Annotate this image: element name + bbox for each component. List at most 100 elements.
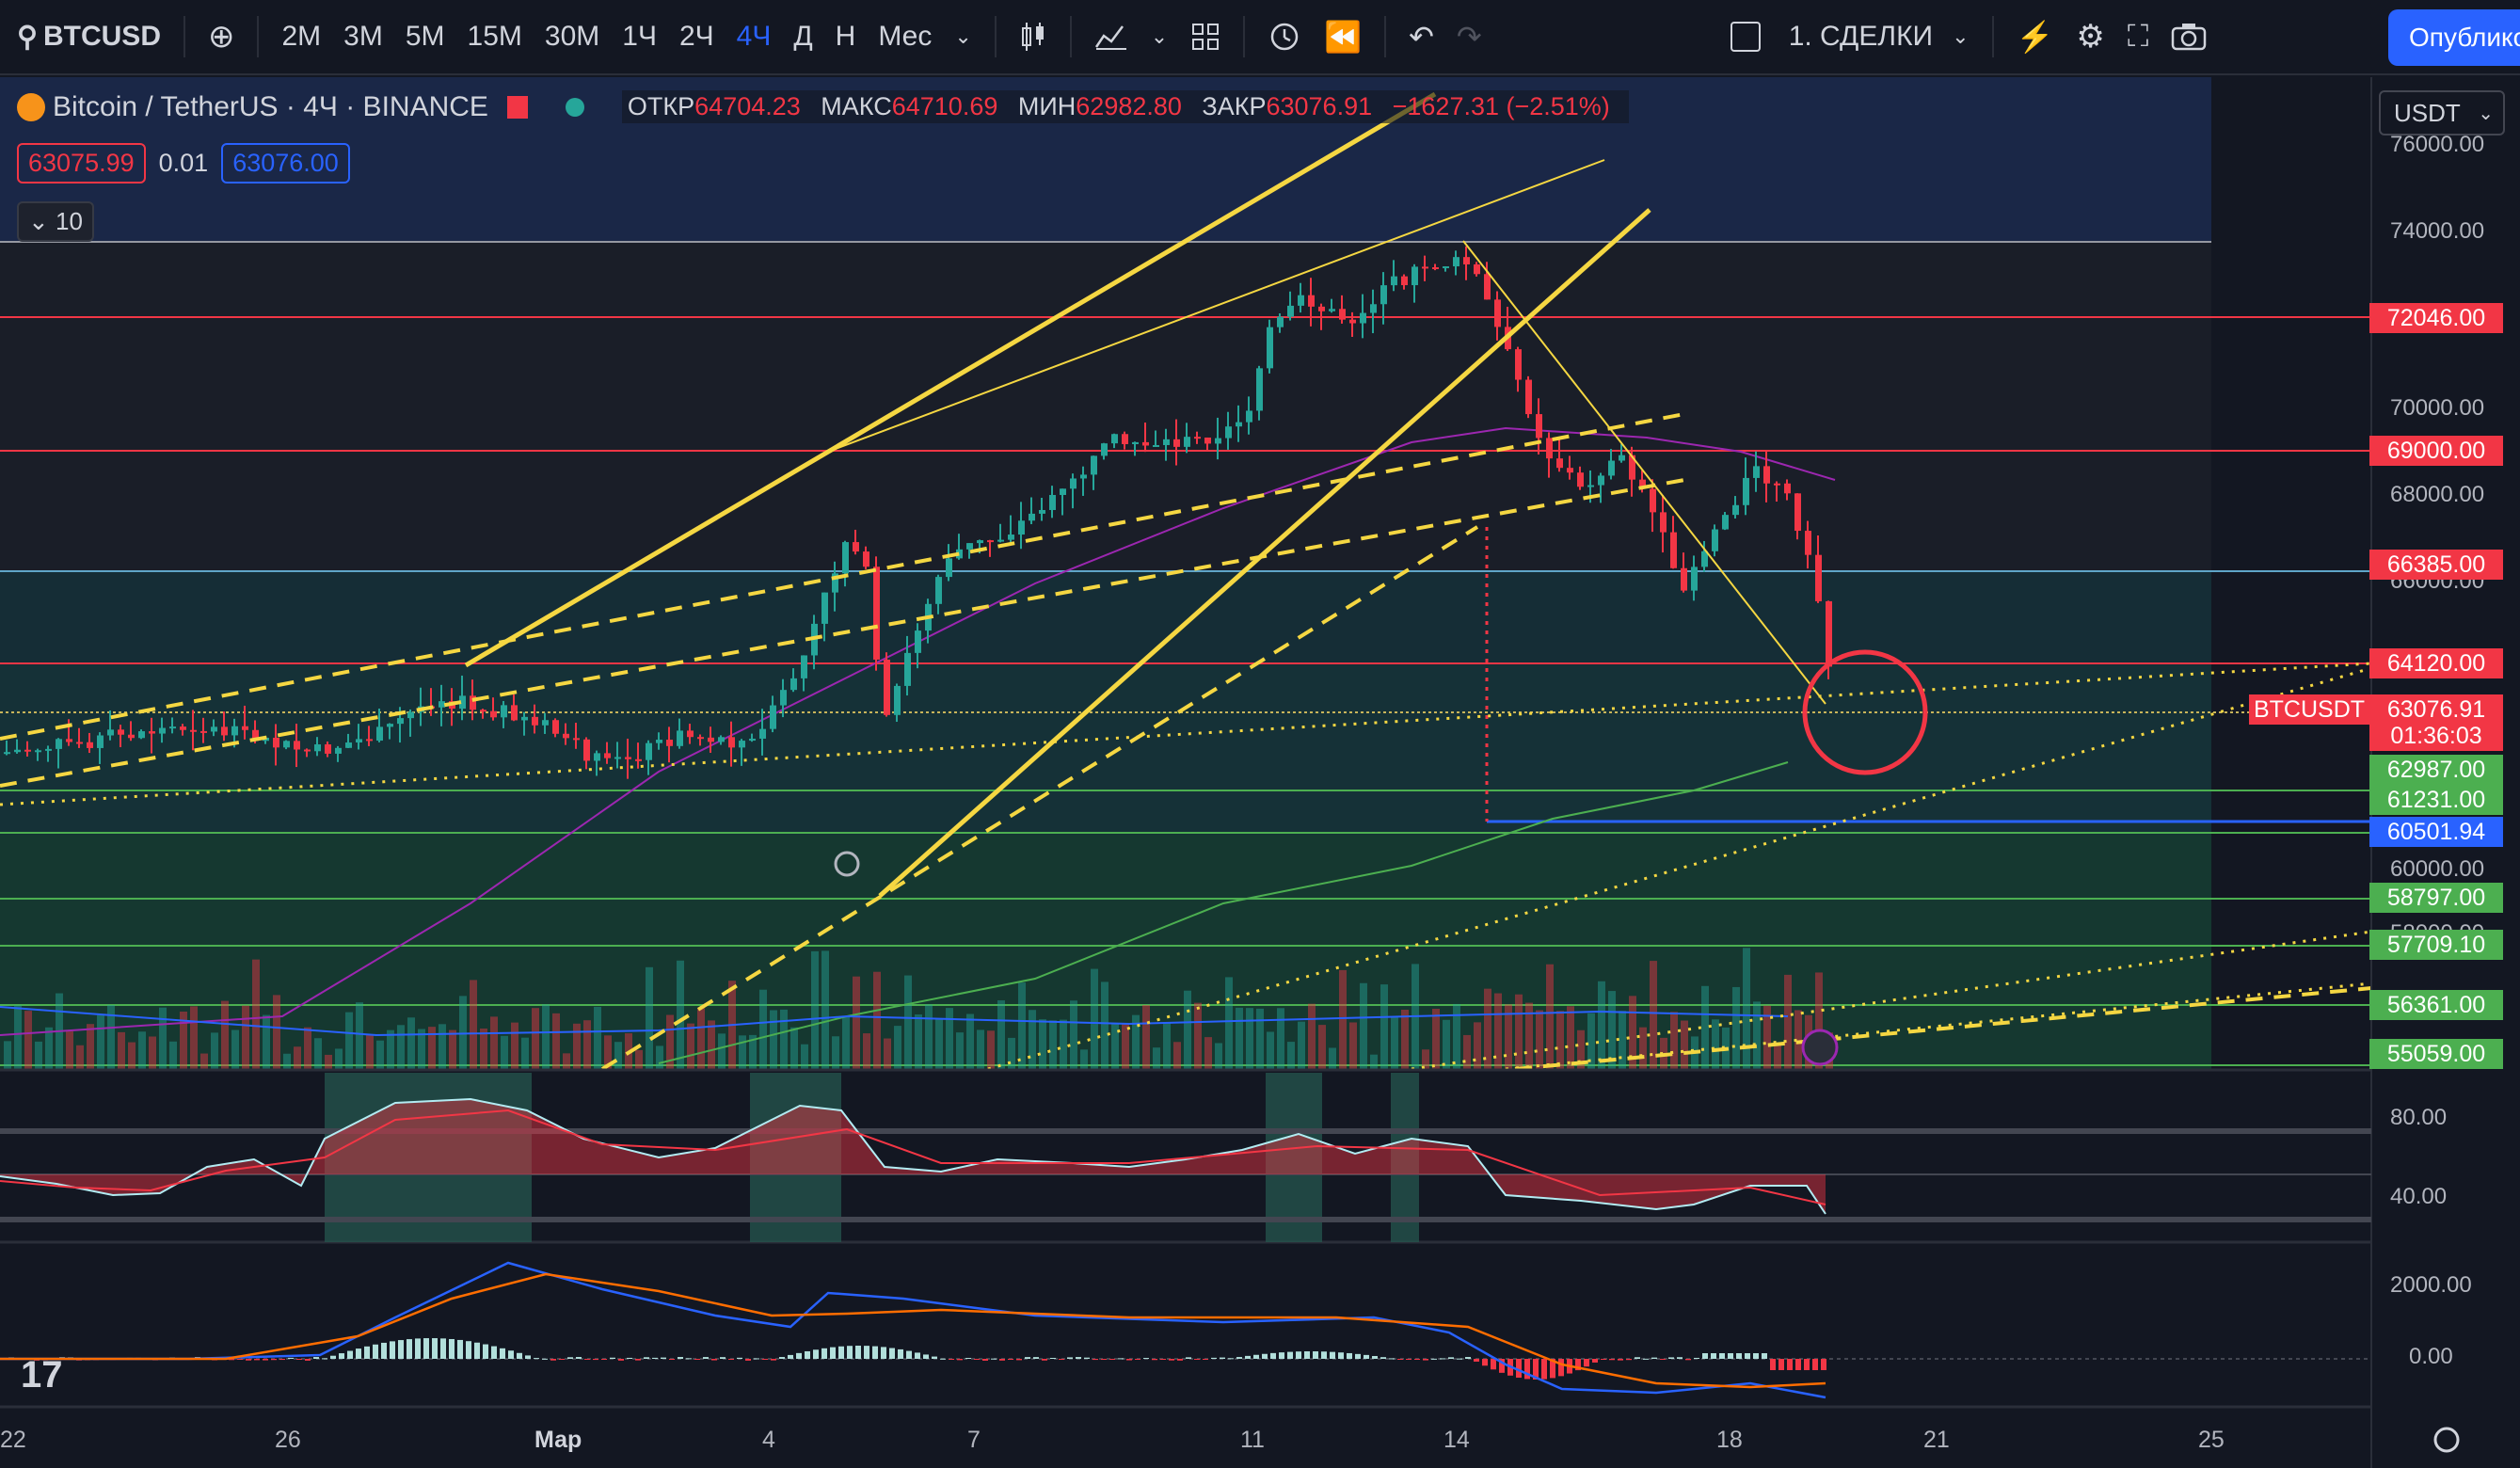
macd-bar <box>1389 1358 1395 1360</box>
grid-icon[interactable] <box>1179 8 1232 65</box>
macd-bar <box>322 1358 327 1360</box>
fullscreen-icon[interactable]: ⛶ <box>2127 19 2149 53</box>
candle-body <box>687 730 694 738</box>
interval-4h[interactable]: 4Ч <box>736 21 772 52</box>
chevron-down-icon[interactable]: ⌄ <box>1150 24 1169 48</box>
macd-bar <box>796 1352 802 1359</box>
chart-area[interactable]: 17 <box>0 75 2520 1468</box>
candle-body <box>1018 520 1025 535</box>
candle-body <box>1298 295 1304 306</box>
sell-button[interactable]: 63075.99 <box>17 143 146 184</box>
interval-2h[interactable]: 2Ч <box>678 21 714 52</box>
volume-bar <box>387 1029 394 1069</box>
interval-month[interactable]: Мес <box>878 21 933 52</box>
macd-bar <box>1380 1357 1386 1359</box>
currency-select[interactable]: USDT ⌄ <box>2379 90 2505 136</box>
axis-label: 74000.00 <box>2390 218 2485 244</box>
camera-icon[interactable] <box>2160 8 2218 65</box>
volume-bar <box>1743 948 1750 1069</box>
indicators-toggle[interactable]: ⌄ 10 <box>17 201 94 242</box>
axis-label: 68000.00 <box>2390 482 2485 507</box>
settings-icon[interactable]: ⚙ <box>2076 19 2105 55</box>
redo-icon[interactable]: ↷ <box>1456 20 1482 54</box>
buy-button[interactable]: 63076.00 <box>221 143 350 184</box>
volume-bar <box>1070 1000 1077 1069</box>
publish-button[interactable]: Опублико <box>2388 9 2520 66</box>
symbol-tag: BTCUSDT <box>2249 694 2369 725</box>
macd-bar <box>373 1344 378 1359</box>
interval-15m[interactable]: 15M <box>467 21 522 52</box>
macd-bar <box>423 1338 429 1359</box>
undo-icon[interactable]: ↶ <box>1409 20 1434 54</box>
indicators-icon[interactable] <box>1083 8 1140 65</box>
volume-bar <box>283 1053 291 1069</box>
symbol-search[interactable]: ⚲ BTCUSD <box>0 8 172 65</box>
macd-bar <box>1152 1359 1157 1361</box>
volume-bar <box>1422 1049 1429 1069</box>
macd-bar <box>1618 1359 1623 1361</box>
candle-body <box>677 730 683 746</box>
axis-label: 2000.00 <box>2390 1272 2472 1298</box>
interval-d[interactable]: Д <box>793 21 813 52</box>
candle-body <box>1080 474 1087 479</box>
candle-body <box>1184 437 1190 447</box>
candle-body <box>490 710 497 718</box>
macd-bar <box>1126 1359 1132 1361</box>
macd-bar <box>1033 1357 1039 1359</box>
interval-3m[interactable]: 3M <box>343 21 383 52</box>
alert-icon[interactable] <box>1256 8 1313 65</box>
volume-bar <box>1194 1002 1202 1069</box>
macd-bar <box>1330 1351 1335 1359</box>
volume-bar <box>1349 1022 1357 1069</box>
candle-body <box>956 549 963 559</box>
flag-icon[interactable] <box>506 95 528 119</box>
layout-button[interactable]: 1. СДЕЛКИ ⌄ <box>1719 8 1981 65</box>
macd-bar <box>711 1359 717 1361</box>
macd-bar <box>669 1359 675 1360</box>
volume-bar <box>1308 1003 1316 1069</box>
candle-body <box>1732 504 1739 516</box>
volume-bar <box>273 995 280 1069</box>
plus-circle-icon[interactable]: ⊕ <box>207 19 235 55</box>
macd-bar <box>330 1355 336 1359</box>
candle-body <box>790 678 797 691</box>
interval-30m[interactable]: 30M <box>544 21 600 52</box>
replay-icon[interactable]: ⏪ <box>1324 20 1363 54</box>
volume-bar <box>1287 1042 1295 1069</box>
candle-body <box>1060 488 1066 495</box>
volume-bar <box>842 1016 850 1069</box>
candles-icon[interactable] <box>1008 8 1059 65</box>
date-label: 11 <box>1240 1427 1265 1453</box>
volume-bar <box>263 1014 270 1069</box>
macd-bar <box>720 1357 726 1359</box>
axis-label: 40.00 <box>2390 1184 2448 1209</box>
interval-5m[interactable]: 5M <box>405 21 445 52</box>
candle-body <box>169 726 176 729</box>
volume-bar <box>853 976 860 1069</box>
volume-bar <box>480 1028 487 1069</box>
price-chart-svg[interactable]: 17 <box>0 75 2520 1468</box>
chevron-down-icon[interactable]: ⌄ <box>954 24 972 48</box>
volume-bar <box>1339 969 1347 1069</box>
candle-body <box>1763 466 1770 484</box>
volume-bar <box>718 1033 726 1069</box>
macd-bar <box>1711 1353 1716 1359</box>
macd-bar <box>525 1355 531 1359</box>
interval-2m[interactable]: 2M <box>281 21 322 52</box>
volume-bar <box>87 1024 94 1069</box>
macd-bar <box>1465 1357 1471 1359</box>
high-value: 64710.69 <box>891 92 998 120</box>
quick-search-icon[interactable]: ⚡ <box>2016 20 2054 54</box>
volume-bar <box>1153 1047 1160 1069</box>
divider <box>1243 16 1246 57</box>
volume-bar <box>35 1041 42 1069</box>
volume-bar <box>14 1005 22 1069</box>
macd-bar <box>610 1357 615 1359</box>
interval-1h[interactable]: 1Ч <box>622 21 657 52</box>
volume-bar <box>1360 982 1367 1069</box>
candle-body <box>1225 426 1232 439</box>
candle-body <box>759 728 766 739</box>
macd-bar <box>1457 1358 1462 1360</box>
volume-bar <box>708 1020 715 1069</box>
interval-w[interactable]: Н <box>835 21 856 52</box>
